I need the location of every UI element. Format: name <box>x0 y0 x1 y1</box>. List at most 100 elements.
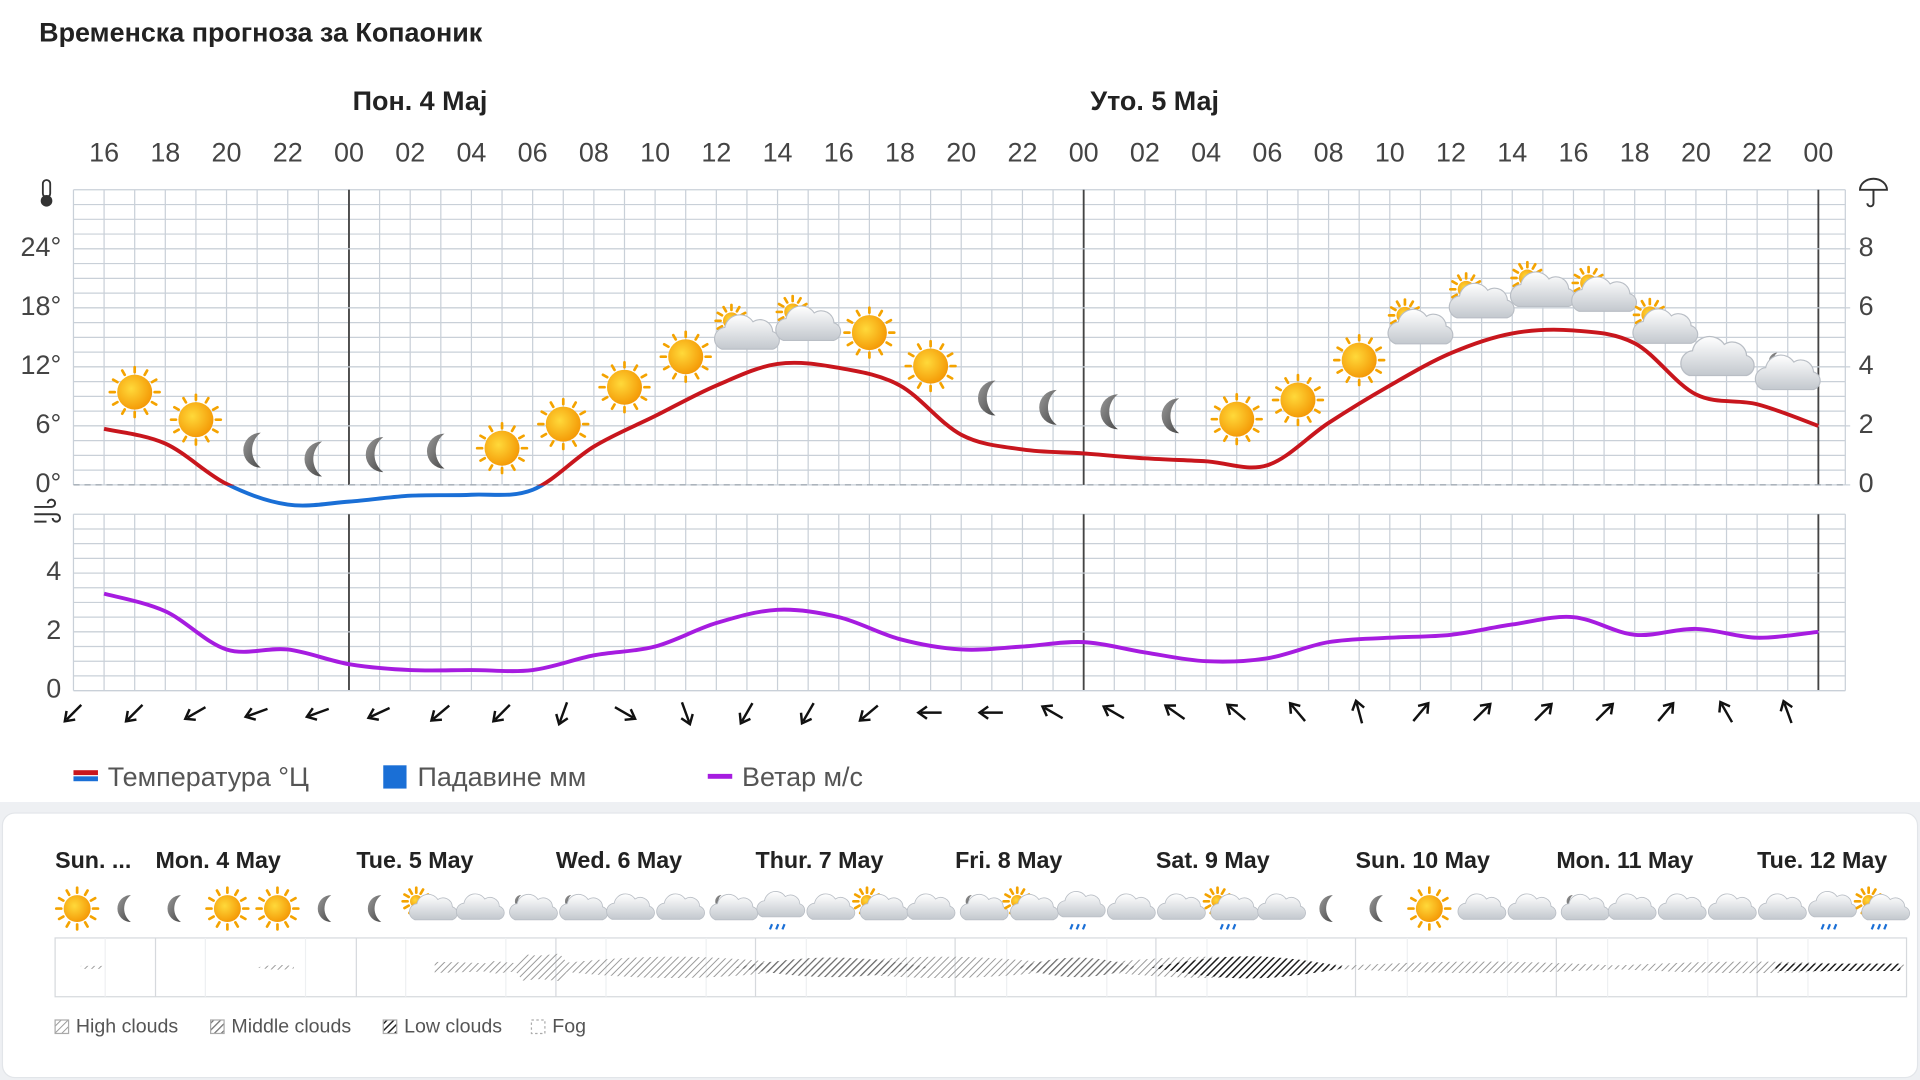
cloud-icon <box>1708 893 1757 920</box>
cloud-icon <box>1257 893 1306 920</box>
sun-disc <box>63 895 91 923</box>
cloud-icon <box>1754 354 1821 391</box>
x-tick-label: 00 <box>334 137 364 167</box>
ray <box>1213 405 1221 411</box>
x-tick-label: 22 <box>1007 137 1037 167</box>
ray <box>735 305 741 313</box>
ray <box>579 410 587 416</box>
ray <box>846 341 854 347</box>
arrow-head <box>1662 701 1675 714</box>
cloud-legend-swatch <box>210 1019 225 1035</box>
sun-disc <box>913 348 949 384</box>
ray <box>83 921 89 928</box>
rain-drop <box>775 923 780 930</box>
ray <box>1456 274 1463 282</box>
series-line <box>103 327 1820 508</box>
ray <box>916 343 922 351</box>
ray <box>215 889 221 897</box>
ray <box>182 435 188 443</box>
sun-icon <box>598 361 651 414</box>
cloud-shape <box>806 893 856 920</box>
moon-icon <box>243 432 261 468</box>
sun-disc <box>1280 382 1316 418</box>
y2-tick-label: 2 <box>1859 409 1874 439</box>
cloud-shape <box>1680 335 1755 377</box>
legend-label: Ветар м/с <box>742 762 863 792</box>
sun-icon <box>205 886 250 931</box>
ray <box>173 428 180 434</box>
ray <box>777 302 785 308</box>
cloud-icon <box>1387 308 1454 345</box>
ray <box>1004 904 1012 910</box>
sun-icon <box>1271 373 1325 427</box>
ray <box>204 435 210 443</box>
overview-day: Sat. 9 May <box>1156 847 1270 873</box>
ray <box>143 408 149 415</box>
x-tick-label: 12 <box>1436 137 1466 167</box>
ray <box>1512 282 1520 288</box>
x-tick-label: 08 <box>579 137 609 167</box>
sun-disc <box>117 374 153 410</box>
cloud-legend-swatch <box>382 1019 398 1035</box>
arrow-shaft <box>680 701 691 723</box>
moon-icon <box>426 433 445 469</box>
ray <box>1275 386 1283 392</box>
sun-disc <box>264 895 291 923</box>
cloud-shape <box>1387 308 1454 345</box>
legend-label: Температура °Ц <box>108 762 309 792</box>
cloud-shape <box>756 891 806 918</box>
x-tick-label: 04 <box>456 137 486 167</box>
arrow-head <box>1163 704 1177 716</box>
arrow-head <box>429 710 443 722</box>
cloud-shape <box>1708 893 1757 920</box>
wind-arrow <box>1101 704 1125 720</box>
ray <box>211 405 219 412</box>
cloud-icon <box>775 305 842 341</box>
overview-day: Mon. 11 May <box>1556 847 1693 873</box>
rain-drop <box>1820 923 1825 930</box>
y-tick-label: 2 <box>46 615 61 645</box>
ray <box>408 888 414 896</box>
legend-swatch <box>383 765 407 789</box>
sun-icon <box>1210 392 1263 446</box>
moon-icon <box>1039 389 1057 425</box>
ray <box>1409 300 1415 308</box>
arrow-head <box>1417 701 1430 714</box>
arrow-shaft <box>1355 702 1364 724</box>
rain-drop <box>781 923 786 930</box>
ray <box>571 401 578 409</box>
ray <box>111 378 119 384</box>
x-tick-label: 06 <box>518 137 548 167</box>
rain-drop <box>1826 923 1832 930</box>
ray <box>1345 337 1351 345</box>
arrow-head <box>1602 702 1615 715</box>
arrow-shaft <box>432 704 451 720</box>
ray <box>1204 904 1212 910</box>
y2-tick-label: 6 <box>1859 291 1874 321</box>
ray <box>1220 888 1226 896</box>
wind-arrow <box>858 704 879 722</box>
x-tick-label: 00 <box>1803 137 1833 167</box>
ray <box>111 400 119 406</box>
ray <box>1209 888 1215 896</box>
cloud-icon <box>1571 276 1638 312</box>
series-line <box>103 591 1819 674</box>
arrow-shaft <box>1657 704 1673 722</box>
cloud-icon <box>1657 893 1707 920</box>
rain-drop <box>1883 923 1888 930</box>
x-tick-label: 22 <box>1742 137 1772 167</box>
ray <box>1222 435 1229 443</box>
arrow-head <box>555 713 569 727</box>
ray <box>1435 889 1442 897</box>
ray <box>1313 408 1321 414</box>
moon-icon <box>1161 398 1180 434</box>
ray <box>1313 386 1321 392</box>
ray <box>488 425 494 433</box>
ray <box>479 456 487 462</box>
ray <box>1634 305 1642 311</box>
ray <box>1573 287 1581 293</box>
arrow-shaft <box>1534 704 1551 722</box>
ray <box>1204 893 1212 899</box>
ray <box>517 456 525 462</box>
ray <box>796 296 802 304</box>
